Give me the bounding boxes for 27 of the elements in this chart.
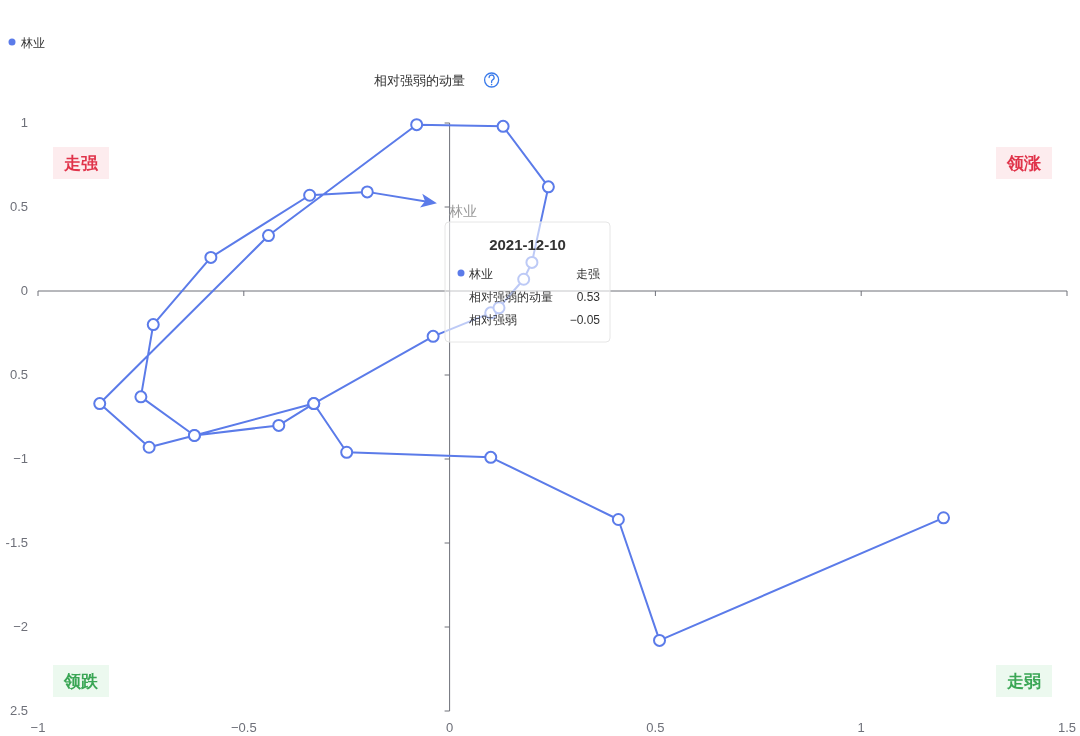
x-tick-label: 1.5 bbox=[1057, 720, 1077, 735]
annotation: 林业 bbox=[468, 267, 493, 281]
y-tick-label: −2 bbox=[13, 619, 28, 634]
annotation: 相对强弱的动量 bbox=[469, 290, 553, 304]
annotation: 领跌 bbox=[63, 672, 99, 691]
y-tick-label: 2.5 bbox=[9, 703, 28, 718]
annotation: −0.05 bbox=[569, 313, 601, 327]
y-tick-label: 0.5 bbox=[9, 367, 28, 382]
y-tick-label: 0 bbox=[20, 283, 28, 298]
x-tick-label: −1 bbox=[30, 720, 46, 735]
x-tick-label: −0.5 bbox=[230, 720, 257, 735]
y-tick-label: -1.5 bbox=[5, 535, 28, 550]
x-tick-label: 1 bbox=[857, 720, 865, 735]
y-axis-title: 相对强弱的动量 bbox=[374, 73, 466, 88]
annotation: 2021-12-10 bbox=[489, 236, 566, 253]
legend-label: 林业 bbox=[20, 35, 45, 50]
annotation: 走弱 bbox=[1006, 672, 1041, 691]
y-tick-label: −1 bbox=[13, 451, 28, 466]
y-tick-label: 1 bbox=[20, 115, 28, 130]
y-tick-label: 0.5 bbox=[9, 199, 28, 214]
annotation: 走强 bbox=[576, 267, 600, 281]
annotation: 走强 bbox=[63, 154, 99, 173]
x-tick-label: 0.5 bbox=[646, 720, 665, 735]
annotation: 0.53 bbox=[576, 290, 601, 304]
x-tick-label: 0 bbox=[445, 720, 454, 735]
annotation: 领涨 bbox=[1006, 154, 1042, 173]
annotation: 相对强弱 bbox=[469, 313, 517, 327]
